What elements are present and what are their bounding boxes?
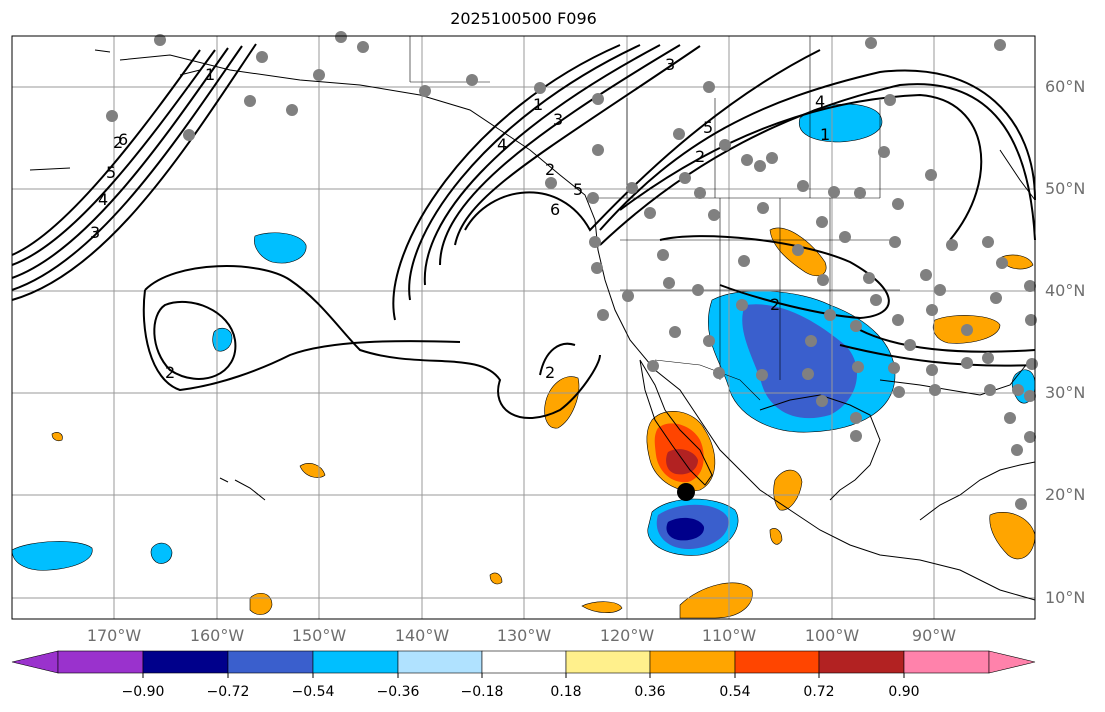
colorbar-extend-right [988,650,1036,674]
lat-label: 60°N [1045,77,1086,96]
contour-labels: 1 2 3 4 5 6 1 2 3 4 5 6 1 2 3 4 5 2 2 2 [90,55,830,382]
contour-label: 3 [665,55,675,74]
contours [11,43,1036,420]
colorbar-ticks [142,673,905,678]
colorbar-label: 0.36 [634,684,666,700]
colorbar-label: 0.90 [888,684,920,700]
lon-label: 170°W [86,626,142,645]
coastlines [29,49,1036,601]
contour-label: 6 [118,130,128,149]
orange-patch-5 [989,512,1036,560]
colorbar-label: −0.72 [206,684,250,700]
contour-label: 5 [703,118,713,137]
lon-label: 120°W [599,626,655,645]
dark-blue-baja [666,517,705,541]
lat-label: 40°N [1045,281,1086,300]
orange-patch-8 [249,592,273,615]
colorbar-label: 0.72 [803,684,835,700]
colorbar-swatch [227,650,314,674]
colorbar-label: 0.54 [719,684,751,700]
shaded-regions [11,103,1036,619]
contour-label: 4 [497,135,507,154]
contour-label: 2 [545,160,555,179]
colorbar-swatch [565,650,651,674]
contour-label: 1 [533,95,543,114]
orange-patch-9 [581,601,623,613]
contour-label: 2 [695,147,705,166]
contour-label: 3 [553,110,563,129]
lat-label: 30°N [1045,383,1086,402]
orange-patch-2 [544,376,580,429]
orange-patch-12 [51,432,63,442]
colorbar-swatch [903,650,990,674]
lon-label: 100°W [804,626,860,645]
colorbar-swatch [312,650,399,674]
colorbar-label: −0.54 [291,684,335,700]
colorbar-swatch [481,650,567,674]
contour-label: 4 [815,92,825,111]
contour-label: 2 [770,295,780,314]
colorbar-swatch [57,650,144,674]
contour-label: 5 [106,163,116,182]
lon-label: 90°W [911,626,957,645]
contour-label: 2 [545,363,555,382]
orange-patch-11 [999,254,1034,270]
blue-patch-small [212,327,233,352]
colorbar-swatch [142,650,229,674]
black-dot-marker [677,483,695,501]
lat-label: 20°N [1045,485,1086,504]
map-title: 2025100500 F096 [450,9,597,28]
lon-label: 150°W [291,626,347,645]
colorbar-swatch [649,650,736,674]
map-border [11,35,1036,620]
colorbar-extend-left [11,650,59,674]
colorbar-swatch [397,650,483,674]
blue-patch-west [11,541,93,571]
blue-patch-hawaii [150,542,173,564]
contour-label: 2 [165,363,175,382]
contour-label: 5 [573,180,583,199]
orange-patch-4 [773,469,803,511]
blue-patch-pacific [254,232,307,264]
contour-label: 1 [820,125,830,144]
colorbar-label: −0.90 [121,684,165,700]
lat-label: 50°N [1045,179,1086,198]
orange-patch-6 [679,582,753,619]
contour-label: 2 [113,133,123,152]
colorbar-swatch [818,650,905,674]
medium-blue-plains [742,304,857,419]
lon-label: 110°W [701,626,757,645]
orange-patch-13 [769,528,783,545]
contour-label: 3 [90,223,100,242]
gridlines [12,36,1035,619]
lon-label: 160°W [189,626,245,645]
colorbar-label: −0.18 [460,684,504,700]
colorbar [11,650,1036,678]
darkred-blob-baja [666,449,698,475]
colorbar-swatch [734,650,820,674]
lon-label: 140°W [394,626,450,645]
contour-label: 6 [550,200,560,219]
lat-label: 10°N [1045,588,1086,607]
contour-label: 1 [205,65,215,84]
colorbar-label: −0.36 [376,684,420,700]
lon-label: 130°W [496,626,552,645]
station-dots [106,31,1038,510]
contour-label: 4 [98,190,108,209]
colorbar-label: 0.18 [550,684,582,700]
orange-patch-10 [489,572,503,585]
